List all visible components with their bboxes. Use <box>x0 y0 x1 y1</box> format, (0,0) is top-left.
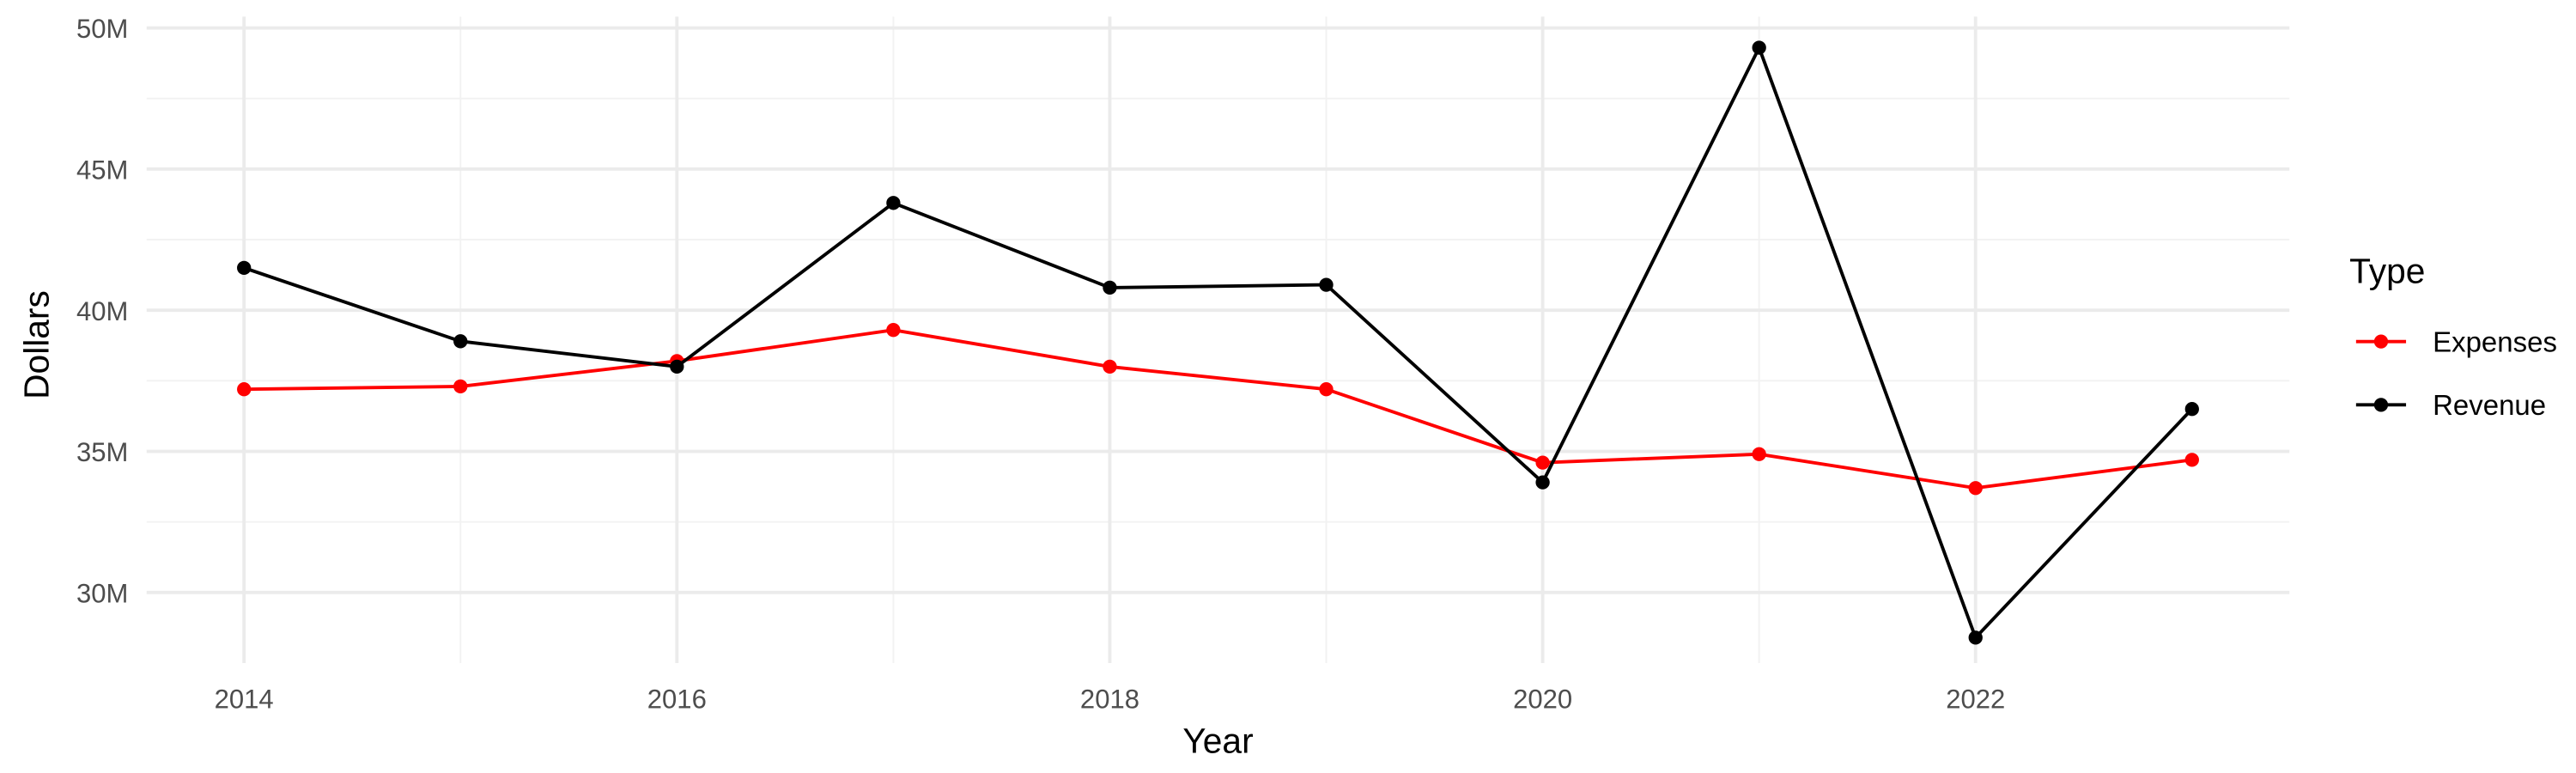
data-point <box>453 379 468 394</box>
legend-title: Type <box>2349 252 2425 291</box>
data-point <box>886 196 901 210</box>
data-point <box>1752 40 1766 55</box>
series-line <box>243 43 2194 642</box>
data-point <box>670 359 684 374</box>
data-point <box>1968 630 1983 645</box>
data-point <box>237 260 252 276</box>
data-point <box>886 323 901 338</box>
y-tick-label: 35M <box>76 437 128 467</box>
data-point <box>1968 481 1983 496</box>
y-tick-label: 45M <box>76 155 128 186</box>
series-line <box>244 328 2193 490</box>
data-point <box>1103 280 1117 295</box>
legend-marker <box>2373 398 2389 412</box>
data-point <box>1103 359 1117 374</box>
legend-label: Revenue <box>2433 389 2546 421</box>
y-tick-label: 40M <box>76 296 128 326</box>
data-point <box>1535 455 1550 470</box>
data-point <box>1752 447 1766 461</box>
data-point <box>2184 402 2199 417</box>
x-tick-label: 2020 <box>1513 684 1572 714</box>
y-axis-title: Dollars <box>16 290 56 399</box>
x-tick-label: 2014 <box>215 684 274 714</box>
data-point <box>237 382 252 397</box>
x-tick-label: 2022 <box>1946 684 2005 714</box>
data-point <box>2184 453 2199 467</box>
data-point <box>453 334 468 349</box>
data-point <box>1535 475 1550 490</box>
y-tick-label: 30M <box>76 578 128 608</box>
x-tick-label: 2016 <box>647 684 707 714</box>
data-point <box>1319 382 1334 397</box>
data-point <box>1319 277 1334 292</box>
x-tick-label: 2018 <box>1080 684 1139 714</box>
legend-marker <box>2373 334 2389 349</box>
y-tick-label: 50M <box>76 14 128 44</box>
legend-label: Expenses <box>2433 326 2557 357</box>
x-axis-title: Year <box>1182 721 1253 761</box>
